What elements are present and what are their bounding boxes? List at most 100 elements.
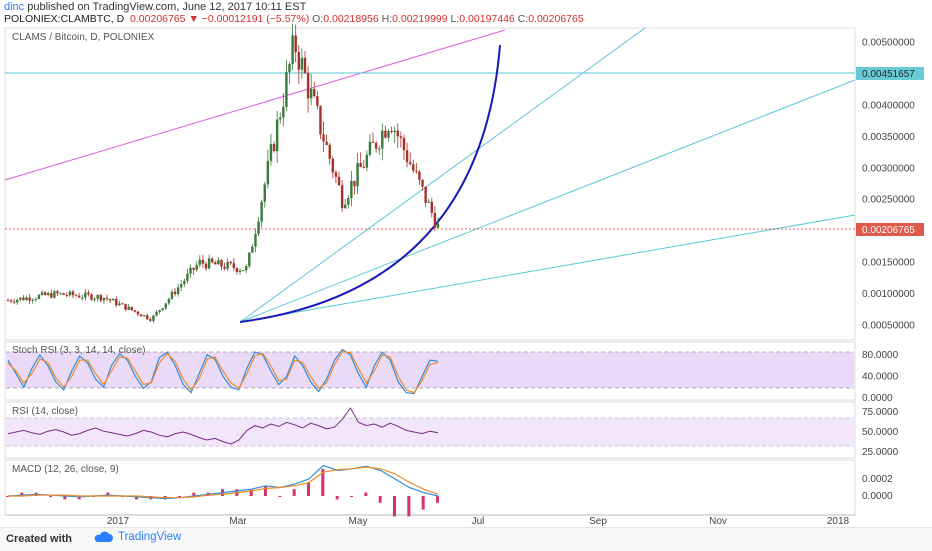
candle-body [93, 298, 96, 300]
candle-body [309, 88, 313, 99]
candle-body [300, 57, 304, 70]
candle-body [53, 291, 56, 298]
candle-body [31, 299, 34, 301]
candle-body [405, 150, 409, 163]
parabolic-curve[interactable] [239, 44, 501, 323]
main-pane-title: CLAMS / Bitcoin, D, POLONIEX [12, 32, 155, 43]
macd-histogram-bar [77, 496, 81, 500]
macd-title: MACD (12, 26, close, 9) [12, 464, 119, 475]
low-label: L: [450, 13, 460, 25]
candle-body [331, 158, 335, 173]
macd-histogram-bar [407, 496, 411, 517]
candle-body [350, 180, 353, 198]
magenta-trend-line[interactable] [4, 29, 506, 181]
price-tick-7: 0.00050000 [862, 320, 915, 331]
time-tick-5: Nov [709, 516, 727, 527]
candle-body [279, 117, 282, 120]
macd-histogram-bar [292, 489, 296, 496]
candle-body [87, 292, 90, 295]
candle-body [356, 162, 359, 187]
tradingview-link[interactable]: TradingView [92, 531, 181, 543]
candle-body [368, 141, 372, 155]
rsi-band [6, 418, 854, 446]
candle-body [412, 164, 415, 171]
macd-histogram-bar [20, 492, 24, 496]
macd-histogram-bar [364, 492, 368, 496]
cyan-trend-line-steep[interactable] [239, 27, 646, 323]
cyan-trend-line-mid[interactable] [239, 79, 856, 323]
price-tick-0: 0.00500000 [862, 38, 915, 49]
macd-histogram-bar [436, 496, 439, 503]
high-label: H: [381, 13, 393, 25]
candle-body [105, 297, 109, 300]
macd-histogram-bar [178, 496, 181, 497]
candle-body [223, 266, 226, 269]
candle-body [84, 292, 87, 298]
open-label: O: [312, 13, 324, 25]
candle-body [387, 131, 390, 138]
candle-body [59, 293, 62, 295]
macd-histogram-bar [421, 496, 425, 510]
candle-body [436, 223, 440, 228]
candle-body [65, 294, 68, 296]
candlestick-series [6, 23, 440, 323]
chart-canvas[interactable]: CLAMS / Bitcoin, D, POLONIEX 0.00500000 0… [0, 0, 932, 527]
macd-histogram-bar [350, 496, 353, 497]
stochrsi-k-line [7, 348, 439, 395]
candle-body [9, 300, 13, 302]
candle-body [115, 298, 118, 306]
candle-body [421, 179, 424, 187]
low-value: 0.00197446 [459, 13, 515, 25]
macd-histogram-bar [321, 468, 325, 496]
candle-body [173, 291, 177, 295]
candle-body [142, 315, 146, 317]
rsi-tick-0: 75.0000 [862, 407, 899, 418]
macd-histogram-bar [192, 492, 196, 496]
candle-body [68, 291, 72, 296]
candle-body [362, 166, 365, 168]
candle-body [37, 294, 41, 299]
candle-body [217, 260, 220, 265]
candle-body [56, 291, 59, 294]
tradingview-brand: TradingView [118, 531, 182, 543]
publisher-username[interactable]: dinc [4, 1, 25, 13]
candle-body [353, 180, 356, 187]
time-tick-6: 2018 [827, 516, 850, 527]
price-tick-2: 0.00350000 [862, 132, 915, 143]
macd-histogram-bar [135, 496, 138, 500]
rsi-tick-1: 50.0000 [862, 427, 899, 438]
footer-bar [0, 527, 932, 551]
candle-body [180, 284, 183, 288]
candle-body [149, 319, 152, 321]
cyan-trend-line-low[interactable] [239, 214, 856, 323]
candle-body [359, 162, 362, 167]
macd-histogram-bar [278, 496, 282, 497]
candle-body [266, 160, 270, 185]
candle-body [257, 221, 260, 234]
candle-body [402, 137, 406, 151]
candle-body [118, 303, 121, 306]
last-price-tag-label: 0.00206765 [862, 225, 915, 236]
candle-body [254, 233, 257, 247]
candle-body [238, 270, 242, 272]
candle-body [6, 300, 10, 302]
candle-body [418, 171, 421, 180]
price-change: −0.00012191 (−5.57%) [201, 13, 310, 25]
candle-body [232, 263, 236, 269]
candle-body [12, 301, 16, 303]
level-price-label: 0.00451657 [862, 69, 915, 80]
candle-body [19, 297, 22, 300]
down-triangle-icon: ▼ [188, 13, 199, 25]
candle-body [62, 293, 65, 295]
price-tick-6: 0.00100000 [862, 289, 915, 300]
macd-histogram-bar [264, 485, 267, 496]
macd-histogram-bar [378, 496, 382, 503]
candle-body [269, 144, 273, 161]
time-axis: 2017 Mar May Jul Sep Nov 2018 [107, 516, 850, 527]
candle-body [77, 295, 81, 298]
rsi-tick-2: 25.0000 [862, 447, 899, 458]
macd-histogram-bar [249, 489, 253, 496]
candle-body [374, 142, 378, 149]
publisher-line: dinc published on TradingView.com, June … [4, 1, 306, 13]
price-tick-1: 0.00400000 [862, 100, 915, 111]
